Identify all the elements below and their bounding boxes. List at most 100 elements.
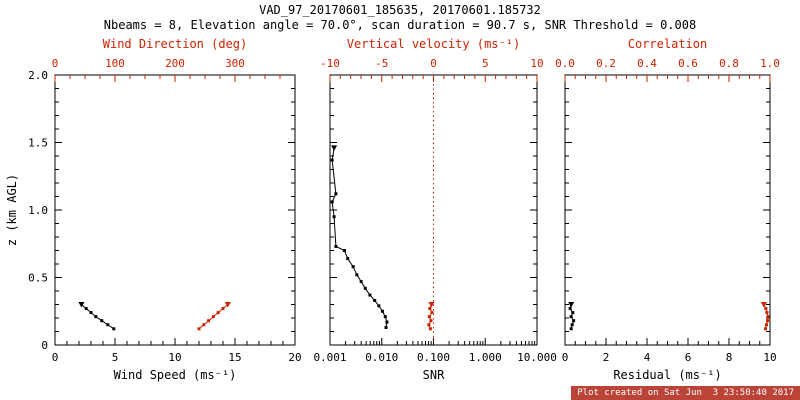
marker-wind-direction: [216, 311, 220, 315]
marker-correlation-profile: [765, 323, 769, 327]
marker-correlation-profile: [764, 307, 768, 311]
x-tick-label: 0.010: [365, 351, 398, 364]
top-tick-label: 0.4: [637, 57, 657, 70]
marker-wind-direction: [207, 319, 211, 323]
x-tick-label: 2: [603, 351, 610, 364]
x-tick-label: 8: [726, 351, 733, 364]
x-tick-label: 10: [763, 351, 776, 364]
marker-residual-profile: [568, 307, 572, 311]
marker-snr-profile: [383, 315, 387, 319]
marker-snr-profile: [373, 298, 377, 302]
x-tick-label: 15: [228, 351, 241, 364]
plot-footer: Plot created on Sat Jun 3 23:50:40 2017: [571, 386, 800, 400]
x-tick-label: 4: [644, 351, 651, 364]
panel-frame: [54, 74, 296, 346]
top-tick-label: 10: [530, 57, 543, 70]
top-tick-label: 5: [482, 57, 489, 70]
x-tick-label: 20: [288, 351, 301, 364]
marker-residual-profile: [569, 327, 573, 331]
marker-snr-profile: [355, 273, 359, 277]
top-tick-label: -10: [320, 57, 340, 70]
x-tick-label: 0.100: [417, 351, 450, 364]
y-tick-label: 0.5: [28, 272, 48, 285]
x-tick-label: 0: [562, 351, 569, 364]
marker-residual-profile: [570, 323, 574, 327]
panel-residual: 0 2 4 6 8 10 Residual (ms⁻¹) 0.0 0.2 0.4 0.6 0.8 1.0…: [555, 37, 780, 382]
x-axis-title: Residual (ms⁻¹): [613, 368, 721, 382]
x-tick-label: 10.000: [517, 351, 557, 364]
top-tick-label: 0.0: [555, 57, 575, 70]
marker-residual-profile: [568, 302, 575, 308]
marker-snr-profile: [330, 158, 334, 162]
marker-residual-profile: [572, 319, 576, 323]
marker-snr-profile: [331, 145, 338, 151]
marker-correlation-profile: [765, 311, 769, 315]
x-tick-label: 0: [52, 351, 59, 364]
plot-title: VAD_97_20170601_185635, 20170601.185732: [259, 3, 541, 17]
marker-snr-profile: [334, 244, 338, 248]
marker-correlation-profile: [766, 315, 770, 319]
marker-snr-profile: [332, 215, 336, 219]
top-tick-label: 0.6: [678, 57, 698, 70]
top-tick-label: 0.2: [596, 57, 616, 70]
marker-wind-direction: [197, 327, 201, 331]
y-tick-label: 2.0: [28, 69, 48, 82]
y-tick-label: 0: [41, 339, 48, 352]
top-tick-label: -5: [375, 57, 388, 70]
marker-wind-speed: [94, 315, 98, 319]
marker-vertical-velocity: [428, 327, 432, 331]
x-tick-label: 1.000: [469, 351, 502, 364]
top-tick-label: 300: [225, 57, 245, 70]
marker-residual-profile: [571, 311, 575, 315]
marker-snr-profile: [330, 200, 334, 204]
plot-subtitle: Nbeams = 8, Elevation angle = 70.0°, sca…: [103, 18, 697, 32]
x-axis-title: Wind Speed (ms⁻¹): [114, 368, 237, 382]
top-tick-label: 0: [430, 57, 437, 70]
y-tick-label: 1.0: [28, 204, 48, 217]
top-axis-title: Correlation: [628, 37, 707, 51]
marker-correlation-profile: [766, 319, 770, 323]
marker-correlation-profile: [760, 302, 767, 308]
panel-snr: 0.001 0.010 0.100 1.000 10.000 SNR -10 -5 0 5 10 Ve…: [313, 37, 556, 382]
top-tick-label: 100: [105, 57, 125, 70]
top-axis-title: Vertical velocity (ms⁻¹): [347, 37, 520, 51]
marker-vertical-velocity: [428, 307, 432, 311]
marker-snr-profile: [368, 293, 372, 297]
marker-snr-profile: [334, 192, 338, 196]
marker-snr-profile: [363, 286, 367, 290]
marker-snr-profile: [351, 265, 355, 269]
series-snr-profile: [331, 147, 388, 328]
marker-vertical-velocity: [430, 311, 434, 315]
top-tick-label: 0: [52, 57, 59, 70]
marker-wind-direction: [211, 315, 215, 319]
marker-snr-profile: [359, 280, 363, 284]
top-tick-label: 1.0: [760, 57, 780, 70]
top-tick-label: 200: [165, 57, 185, 70]
y-tick-label: 1.5: [28, 137, 48, 150]
top-axis-title: Wind Direction (deg): [103, 37, 248, 51]
x-axis-title: SNR: [423, 368, 445, 382]
y-axis-title: z (km AGL): [5, 174, 19, 246]
x-tick-label: 0.001: [313, 351, 346, 364]
top-tick-label: 0.8: [719, 57, 739, 70]
marker-vertical-velocity: [428, 302, 435, 308]
marker-wind-speed: [100, 319, 104, 323]
marker-snr-profile: [380, 309, 384, 313]
marker-wind-direction: [221, 307, 225, 311]
marker-snr-profile: [384, 325, 388, 329]
marker-snr-profile: [377, 304, 381, 308]
marker-snr-profile: [346, 257, 350, 261]
marker-wind-direction: [224, 302, 231, 308]
marker-wind-speed: [112, 327, 116, 331]
panel-wind: 0 5 10 15 20 Wind Speed (ms⁻¹) 0 100 200 300 Wind …: [28, 37, 302, 382]
marker-wind-direction: [202, 323, 206, 327]
x-tick-label: 5: [112, 351, 119, 364]
marker-residual-profile: [569, 315, 573, 319]
marker-vertical-velocity: [427, 315, 431, 319]
marker-wind-speed: [78, 302, 85, 308]
marker-vertical-velocity: [427, 323, 431, 327]
marker-wind-speed: [89, 311, 93, 315]
marker-snr-profile: [342, 249, 346, 252]
